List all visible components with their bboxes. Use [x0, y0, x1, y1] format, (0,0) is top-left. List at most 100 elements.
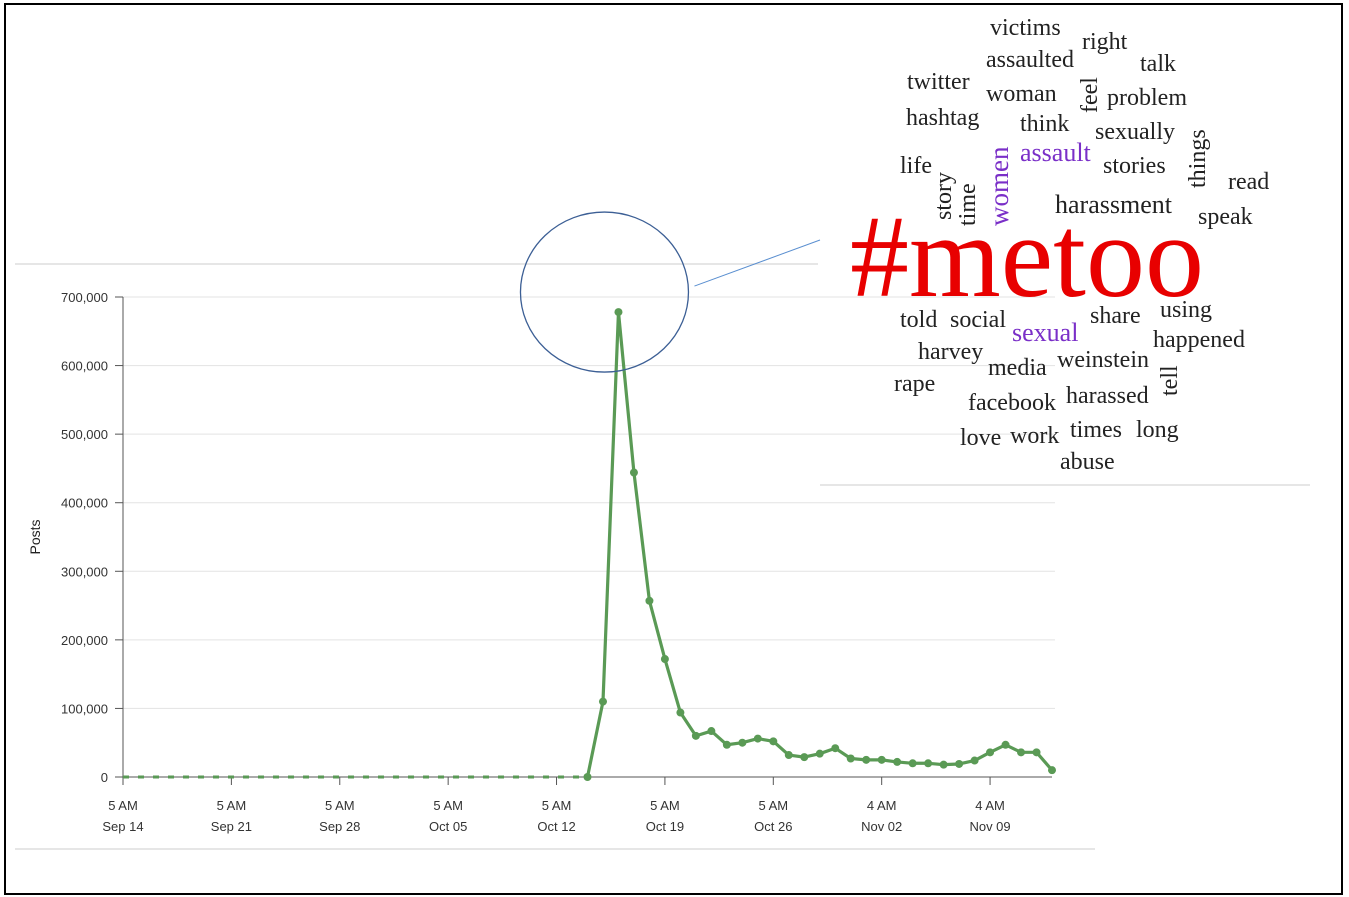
cloud-word: right: [1082, 29, 1128, 55]
x-tick-date-label: Sep 21: [211, 819, 252, 834]
cloud-word: speak: [1198, 204, 1253, 230]
cloud-word: sexual: [1012, 318, 1079, 347]
data-point: [722, 740, 731, 749]
data-point: [645, 596, 654, 605]
cloud-word: stories: [1103, 153, 1166, 179]
cloud-word: twitter: [907, 69, 970, 95]
cloud-word: using: [1160, 297, 1213, 323]
data-point: [738, 738, 747, 747]
data-point: [1001, 740, 1010, 749]
data-point: [908, 759, 917, 768]
cloud-word: talk: [1140, 51, 1176, 77]
y-tick-label: 200,000: [61, 633, 108, 648]
data-point: [970, 756, 979, 765]
cloud-word: share: [1090, 303, 1141, 329]
y-tick-label: 300,000: [61, 564, 108, 579]
data-point: [1048, 766, 1056, 775]
cloud-word: told: [900, 307, 938, 333]
data-point: [784, 751, 793, 760]
x-tick-date-label: Nov 02: [861, 819, 902, 834]
cloud-word: things: [1185, 129, 1211, 188]
data-point: [583, 773, 592, 781]
data-point: [629, 468, 638, 477]
data-point: [831, 744, 840, 753]
cloud-word: abuse: [1060, 449, 1115, 475]
y-tick-label: 500,000: [61, 427, 108, 442]
cloud-word: life: [900, 153, 932, 179]
x-tick-time-label: 5 AM: [325, 798, 355, 813]
cloud-word: assault: [1020, 138, 1091, 167]
chart-grid: [123, 296, 1055, 709]
data-point: [986, 748, 995, 757]
y-tick-label: 700,000: [61, 290, 108, 305]
data-point: [862, 755, 871, 764]
data-point: [924, 759, 933, 768]
data-point: [846, 754, 855, 763]
x-tick-date-label: Nov 09: [969, 819, 1010, 834]
cloud-word: rape: [894, 371, 936, 397]
callout-line: [694, 239, 821, 287]
x-tick-date-label: Sep 14: [102, 819, 143, 834]
cloud-word: harvey: [918, 339, 984, 365]
x-tick-date-label: Oct 05: [429, 819, 467, 834]
word-cloud: victims right assaulted talk twitter woman fee…: [820, 8, 1290, 488]
x-tick-time-label: 5 AM: [217, 798, 247, 813]
y-axis-ticks: 0 100,000 200,000 300,000 400,000 500,000 600,…: [61, 290, 123, 785]
x-tick-time-label: 5 AM: [433, 798, 463, 813]
data-point: [769, 737, 778, 746]
data-point: [598, 697, 607, 706]
x-tick-time-label: 5 AM: [542, 798, 572, 813]
cloud-word: long: [1136, 417, 1179, 443]
x-tick-time-label: 5 AM: [108, 798, 138, 813]
data-point: [939, 760, 948, 769]
x-axis-ticks: 5 AM Sep 14 5 AM Sep 21 5 AM Sep 28 5 AM Oct 05…: [102, 777, 1011, 834]
y-tick-label: 100,000: [61, 701, 108, 716]
cloud-word: assaulted: [986, 47, 1074, 73]
y-tick-label: 400,000: [61, 496, 108, 511]
x-tick-date-label: Oct 19: [646, 819, 684, 834]
x-tick-time-label: 5 AM: [758, 798, 788, 813]
data-point: [877, 755, 886, 764]
peak-circle: [519, 211, 690, 373]
peak-callout: [519, 211, 821, 373]
data-point: [955, 759, 964, 768]
separator-lines: [15, 263, 1310, 850]
cloud-word: work: [1010, 423, 1060, 449]
cloud-word: tell: [1157, 365, 1183, 396]
cloud-word: problem: [1107, 85, 1187, 111]
data-point: [614, 308, 623, 317]
cloud-word: facebook: [968, 390, 1056, 416]
figure-frame: [4, 3, 1343, 895]
data-point: [800, 753, 809, 762]
data-point: [691, 731, 700, 740]
cloud-word: read: [1228, 169, 1270, 195]
y-tick-label: 0: [101, 770, 108, 785]
cloud-word: happened: [1153, 327, 1245, 353]
x-tick-time-label: 4 AM: [975, 798, 1005, 813]
cloud-word: sexually: [1095, 119, 1175, 145]
cloud-word: hashtag: [906, 105, 980, 131]
cloud-word: feel: [1077, 77, 1103, 113]
data-point: [660, 655, 669, 664]
cloud-word: media: [988, 355, 1047, 381]
data-point: [753, 734, 762, 743]
data-point: [815, 749, 824, 758]
x-tick-date-label: Sep 28: [319, 819, 360, 834]
data-point: [707, 727, 716, 736]
cloud-word: harassed: [1066, 383, 1149, 409]
y-tick-label: 600,000: [61, 359, 108, 374]
x-tick-time-label: 5 AM: [650, 798, 680, 813]
data-point: [676, 708, 685, 717]
series-posts: [123, 308, 1056, 781]
data-point: [893, 757, 902, 766]
cloud-word: think: [1020, 111, 1070, 137]
cloud-word: harassment: [1055, 190, 1172, 219]
cloud-word: weinstein: [1057, 347, 1149, 373]
data-point: [1032, 748, 1041, 757]
cloud-word: times: [1070, 417, 1122, 443]
cloud-word: social: [950, 307, 1006, 333]
x-tick-date-label: Oct 26: [754, 819, 792, 834]
cloud-word: victims: [990, 15, 1061, 41]
cloud-word: woman: [986, 81, 1057, 107]
